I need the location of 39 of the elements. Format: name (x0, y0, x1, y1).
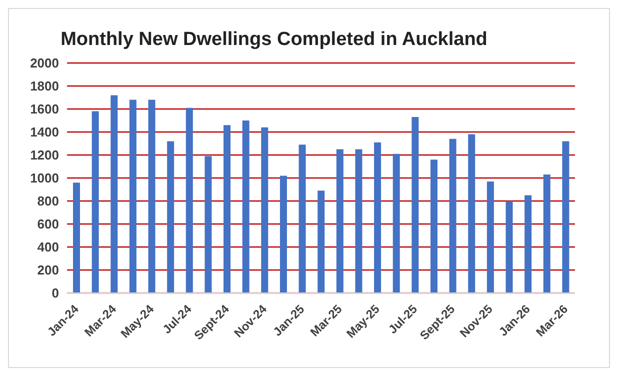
bar (449, 138, 456, 293)
y-tick-label: 0 (52, 286, 59, 301)
bar (562, 141, 570, 293)
y-tick-label: 1400 (30, 124, 59, 140)
bar (224, 125, 231, 293)
bar (506, 201, 513, 293)
bar (543, 174, 550, 293)
bar (148, 100, 156, 293)
bar (524, 195, 532, 293)
bar (129, 100, 136, 293)
bar (92, 111, 99, 293)
bar (167, 141, 174, 293)
bar (430, 160, 438, 293)
bar (110, 95, 118, 293)
y-tick-label: 400 (37, 240, 59, 255)
y-tick-label: 1800 (30, 78, 59, 94)
chart-title: Monthly New Dwellings Completed in Auckland (60, 29, 488, 51)
bar (204, 156, 212, 293)
y-tick-label: 1000 (30, 170, 59, 186)
bar (486, 181, 494, 293)
y-tick-label: 1200 (30, 148, 59, 163)
bar (318, 190, 325, 293)
y-tick-label: 1600 (30, 102, 59, 117)
y-tick-label: 2000 (30, 56, 59, 71)
bar (242, 120, 250, 293)
bar (186, 108, 193, 293)
y-tick-label: 200 (37, 262, 59, 278)
bar (374, 142, 382, 293)
bar (298, 144, 306, 293)
bar (336, 149, 344, 293)
y-tick-label: 600 (37, 216, 59, 232)
bar (355, 149, 362, 293)
y-tick-label: 800 (37, 194, 59, 209)
bar (392, 154, 400, 293)
bar (280, 176, 287, 293)
bar (468, 134, 476, 293)
bar (261, 127, 268, 293)
bar (412, 117, 419, 293)
bar (73, 182, 80, 293)
